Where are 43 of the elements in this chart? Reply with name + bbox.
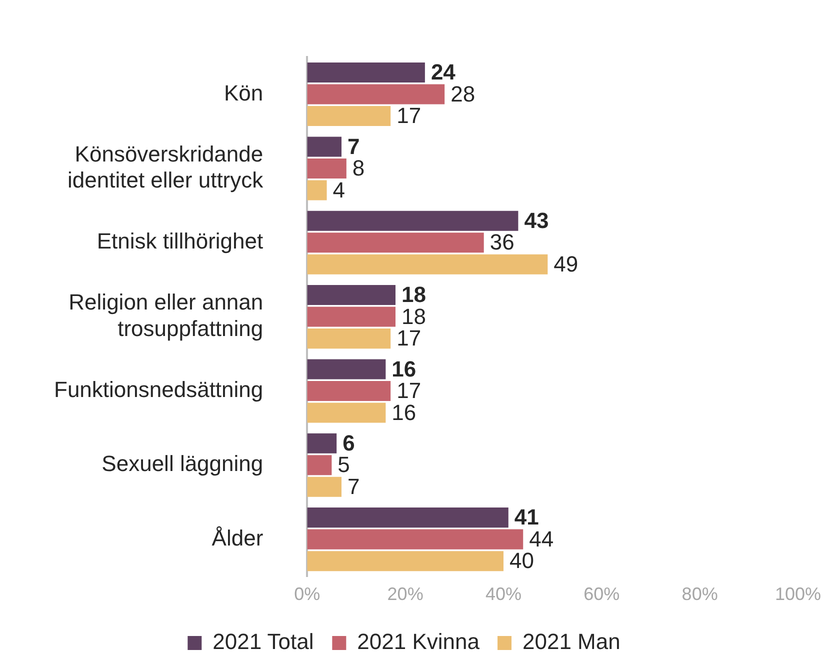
bar bbox=[307, 455, 332, 476]
legend-label: 2021 Kvinna bbox=[357, 629, 480, 654]
data-label: 17 bbox=[396, 103, 422, 128]
bar bbox=[307, 306, 396, 327]
bar bbox=[307, 359, 386, 380]
bar bbox=[307, 232, 484, 253]
bar bbox=[307, 529, 524, 550]
bar bbox=[307, 158, 346, 178]
bar bbox=[307, 62, 425, 83]
legend-label: 2021 Total bbox=[212, 629, 314, 654]
bar bbox=[307, 328, 391, 349]
x-tick-label: 0% bbox=[294, 584, 320, 604]
bar bbox=[307, 84, 445, 104]
y-tick-label: Etnisk tillhörighet bbox=[96, 228, 264, 254]
data-label: 7 bbox=[348, 474, 360, 499]
legend-label: 2021 Man bbox=[522, 629, 620, 654]
bar bbox=[307, 380, 391, 401]
y-tick-label: Religion eller annan trosuppfattning bbox=[68, 290, 264, 342]
x-tick-label: 40% bbox=[485, 584, 522, 604]
x-tick-label: 60% bbox=[584, 584, 620, 604]
bar bbox=[307, 476, 342, 497]
x-tick-label: 20% bbox=[387, 584, 424, 604]
bar bbox=[307, 508, 508, 528]
x-tick-label: 100% bbox=[774, 584, 822, 604]
bar bbox=[307, 551, 504, 572]
bar bbox=[307, 433, 337, 454]
bar bbox=[307, 402, 386, 423]
bar bbox=[307, 210, 518, 231]
bar bbox=[307, 254, 548, 274]
y-tick-label: Kön bbox=[224, 80, 264, 106]
bar bbox=[307, 285, 396, 306]
data-label: 36 bbox=[490, 230, 514, 255]
bar bbox=[307, 136, 342, 157]
y-tick-label: Könsöverskridande identitet eller uttryck bbox=[68, 141, 264, 193]
y-tick-label: Funktionsnedsättning bbox=[54, 377, 264, 402]
bar bbox=[307, 106, 391, 126]
x-tick-label: 80% bbox=[682, 584, 718, 604]
data-label: 4 bbox=[332, 177, 346, 202]
y-tick-label: Sexuell läggning bbox=[102, 451, 264, 476]
data-label: 43 bbox=[524, 208, 549, 233]
data-label: 49 bbox=[554, 251, 578, 276]
bar bbox=[307, 180, 327, 200]
y-tick-label: Ålder bbox=[212, 525, 264, 550]
